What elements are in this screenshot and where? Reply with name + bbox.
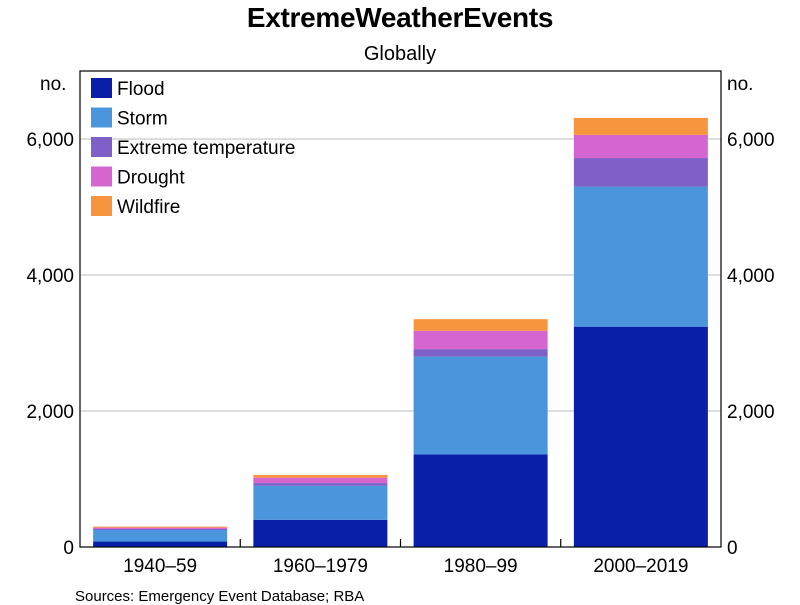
legend: Flood Storm Extreme temperature Drought Wild…	[91, 78, 295, 218]
x-tick-label: 1960–1979	[273, 556, 368, 577]
y-tick-label-right: 4,000	[727, 266, 775, 287]
bar-extreme-temperature-4	[573, 158, 708, 187]
bar-flood-2	[253, 519, 388, 547]
legend-label-wildfire: Wildfire	[117, 197, 180, 218]
legend-label-extreme-temperature: Extreme temperature	[117, 138, 295, 159]
bar-extreme-temperature-1	[93, 528, 228, 530]
x-tick-label: 1940–59	[123, 556, 197, 577]
bar-drought-1	[93, 527, 228, 529]
y-tick-label-right: 2,000	[727, 402, 775, 423]
y-tick-label-left: 2,000	[26, 402, 74, 423]
bar-storm-4	[573, 186, 708, 327]
legend-label-drought: Drought	[117, 168, 185, 189]
legend-swatch-flood	[91, 78, 112, 98]
y-tick-label-right: 0	[727, 538, 738, 559]
bar-wildfire-1	[93, 526, 228, 528]
y-tick-label-right: 6,000	[727, 130, 775, 151]
chart-title: ExtremeWeatherEvents	[246, 2, 554, 33]
bar-storm-2	[253, 485, 388, 520]
chart-source: Sources: Emergency Event Database; RBA	[75, 588, 365, 605]
legend-swatch-storm	[91, 107, 112, 128]
bar-wildfire-2	[253, 474, 388, 478]
x-tick-label: 1980–99	[444, 556, 518, 577]
y-tick-label-left: 6,000	[26, 130, 74, 151]
bar-drought-2	[253, 477, 388, 484]
bar-extreme-temperature-2	[253, 483, 388, 486]
bars	[93, 117, 708, 547]
legend-label-flood: Flood	[117, 79, 165, 100]
y-axis-unit-left: no.	[40, 74, 67, 95]
bar-flood-4	[573, 326, 708, 547]
bar-flood-3	[413, 454, 548, 547]
bar-wildfire-4	[573, 117, 708, 135]
legend-label-storm: Storm	[117, 109, 168, 130]
y-axis-unit-right: no.	[727, 74, 754, 95]
chart-subtitle: Globally	[363, 43, 437, 65]
bar-drought-3	[413, 330, 548, 350]
axis-ticks: 0 0 2,000 2,000 4,000 4,000 6,000 6,000 1940–59 1…	[26, 130, 774, 577]
bar-wildfire-3	[413, 319, 548, 331]
y-tick-label-left: 4,000	[26, 266, 74, 287]
legend-swatch-extreme-temperature	[91, 137, 112, 157]
x-tick-label: 2000–2019	[593, 556, 688, 577]
legend-swatch-drought	[91, 166, 112, 187]
bar-storm-1	[93, 530, 228, 542]
bar-extreme-temperature-3	[413, 349, 548, 357]
y-tick-label-left: 0	[63, 538, 74, 559]
bar-drought-4	[573, 134, 708, 159]
legend-swatch-wildfire	[91, 196, 112, 216]
bar-storm-3	[413, 356, 548, 455]
bar-flood-1	[93, 541, 228, 547]
